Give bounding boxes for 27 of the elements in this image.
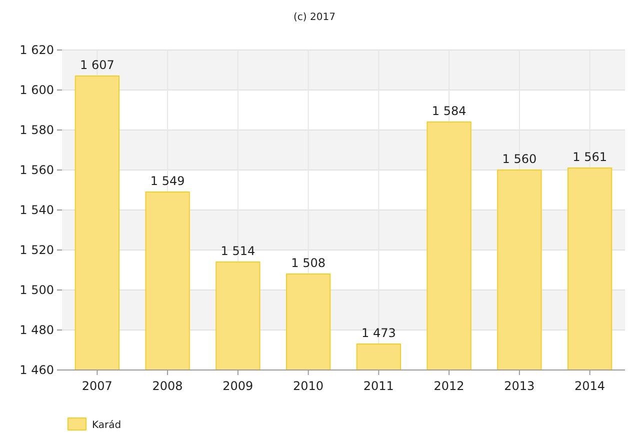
y-tick-label: 1 520 — [20, 243, 54, 257]
text: 1 584 — [432, 104, 466, 118]
x-tick-label: 2011 — [363, 379, 394, 393]
y-tick-label: 1 500 — [20, 283, 54, 297]
y-tick-label: 1 480 — [20, 323, 54, 337]
y-tick-label: 1 580 — [20, 123, 54, 137]
x-tick-label: 2009 — [222, 379, 254, 393]
text: 1 607 — [80, 58, 114, 72]
text: 1 549 — [150, 174, 185, 188]
y-tick-label: 1 620 — [20, 43, 54, 57]
y-tick-label: 1 560 — [20, 163, 54, 177]
x-tick-label: 2012 — [434, 379, 464, 393]
text: 1 514 — [220, 244, 256, 258]
x-tick-label: 2014 — [574, 379, 606, 393]
y-tick-label: 1 460 — [20, 363, 54, 377]
x-tick-label: 2010 — [293, 379, 324, 393]
legend-label: Karád — [92, 420, 122, 431]
x-tick-label: 2013 — [504, 379, 535, 393]
text: 1 473 — [362, 326, 396, 340]
y-tick-label: 1 540 — [20, 203, 54, 217]
x-tick-label: 2008 — [152, 379, 183, 393]
text: (c) 2017 — [294, 12, 336, 23]
text: 1 561 — [572, 150, 607, 164]
text: 1 508 — [291, 256, 326, 270]
y-tick-label: 1 600 — [20, 83, 54, 97]
text: 1 560 — [502, 152, 537, 166]
x-tick-label: 2007 — [82, 379, 112, 393]
